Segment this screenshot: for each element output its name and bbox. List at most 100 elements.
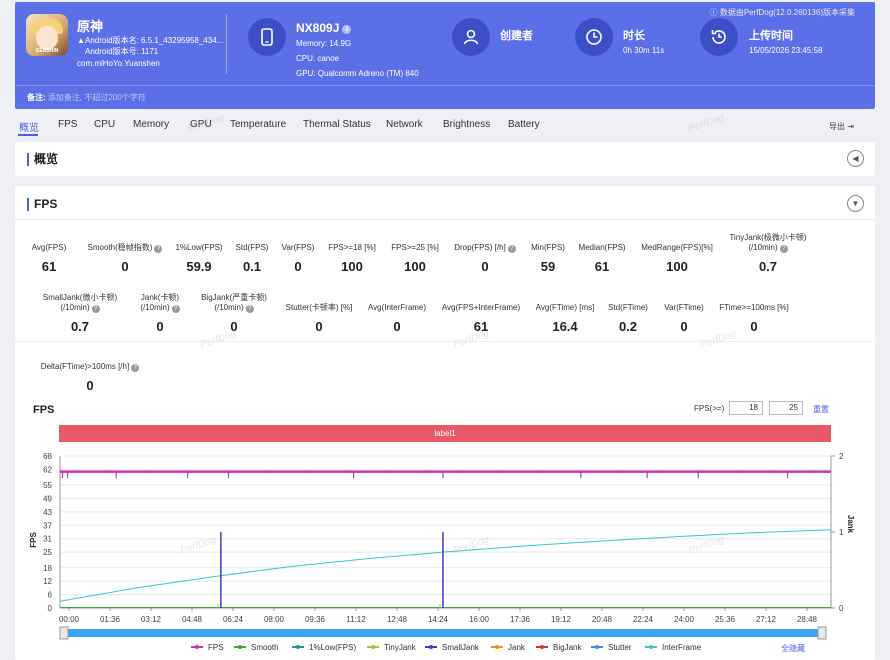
legend-item[interactable]: Jank	[491, 643, 525, 652]
legend-label: Smooth	[251, 643, 279, 652]
legend-item[interactable]: Stutter	[591, 643, 632, 652]
metric-value: 0	[315, 319, 323, 334]
legend-item[interactable]: SmallJank	[425, 643, 479, 652]
metric-value: 100	[341, 259, 363, 274]
tab-thermal-status[interactable]: Thermal Status	[303, 119, 371, 130]
tab-cpu[interactable]: CPU	[94, 119, 116, 130]
metric-value: 59	[540, 259, 556, 274]
device-memory: Memory: 14.9G	[296, 39, 352, 48]
creator-label: 创建者	[500, 30, 533, 42]
legend-item[interactable]: TinyJank	[367, 643, 416, 652]
metric-label: MedRange(FPS)[%]	[641, 243, 713, 252]
history-icon	[700, 18, 738, 56]
tab-brightness[interactable]: Brightness	[443, 119, 491, 130]
collapse-overview-icon[interactable]: ◀	[847, 150, 864, 167]
metric-value: 100	[404, 259, 426, 274]
metric-item: MedRange(FPS)[%] 100	[617, 243, 737, 274]
legend-swatch	[536, 645, 548, 649]
session-header: GENSHIN 原神 ▲Android版本名: 6.5.1_43295958_4…	[15, 2, 875, 109]
legend-item[interactable]: InterFrame	[645, 643, 701, 652]
tab-gpu[interactable]: GPU	[190, 119, 212, 130]
metric-label: BigJank(严重卡顿)	[201, 293, 267, 302]
device-gpu: GPU: Qualcomm Adreno (TM) 840	[296, 69, 419, 78]
metric-label-unit: (/10min)?	[708, 243, 828, 253]
metric-item: Avg(FTime) [ms] 16.4	[505, 303, 625, 334]
metric-value: 0.2	[618, 319, 638, 334]
export-button[interactable]: 导出 ⇥	[829, 122, 854, 131]
metric-value: 0	[393, 319, 401, 334]
metric-label: FPS>=18 [%]	[328, 243, 376, 252]
help-icon[interactable]: ?	[171, 305, 180, 313]
metric-label-unit: (/10min)?	[20, 303, 140, 313]
phone-icon	[248, 18, 286, 56]
fps-section-title: FPS	[27, 198, 57, 211]
metric-value: 0	[481, 259, 489, 274]
help-icon[interactable]: ?	[507, 245, 516, 253]
tab-overview[interactable]: 概览	[19, 123, 39, 134]
note-bar[interactable]: 备注: 添加备注, 不超过200个字符	[15, 85, 875, 109]
metric-value: 61	[594, 259, 610, 274]
label-bar[interactable]: label1	[59, 425, 831, 442]
help-icon[interactable]: ?	[245, 305, 254, 313]
tab-battery[interactable]: Battery	[508, 119, 540, 130]
info-icon[interactable]: i	[342, 25, 352, 34]
metric-value: 61	[473, 319, 489, 334]
metric-item: Var(FTime) 0	[624, 303, 744, 334]
metric-item: Delta(FTime)>100ms [/h]? 0	[30, 362, 150, 393]
tab-temperature[interactable]: Temperature	[230, 119, 287, 130]
fps-threshold-input-2[interactable]: 25	[769, 401, 803, 415]
device-name: NX809J i	[296, 21, 352, 35]
legend-swatch	[491, 645, 503, 649]
metric-item: Avg(InterFrame) 0	[337, 303, 457, 334]
metric-value: 0.7	[758, 259, 778, 274]
collapse-fps-icon[interactable]: ▼	[847, 195, 864, 212]
metric-label: Avg(FPS)	[31, 243, 67, 252]
metric-item: Min(FPS) 59	[488, 243, 608, 274]
legend-swatch	[292, 645, 304, 649]
metric-item: 1%Low(FPS) 59.9	[139, 243, 259, 274]
metric-value: 0	[156, 319, 164, 334]
help-icon[interactable]: ?	[154, 245, 163, 253]
metric-item: BigJank(严重卡顿) (/10min)? 0	[174, 293, 294, 334]
legend-swatch	[591, 645, 603, 649]
duration-value: 0h 30m 11s	[623, 46, 665, 55]
metric-item: Var(FPS) 0	[238, 243, 358, 274]
app-name: 原神	[77, 19, 104, 34]
fps-threshold-input-1[interactable]: 18	[729, 401, 763, 415]
legend-item[interactable]: 1%Low(FPS)	[292, 643, 356, 652]
help-icon[interactable]: ?	[91, 305, 100, 313]
metric-label: Drop(FPS) [/h]?	[425, 243, 545, 253]
metric-label: TinyJank(极微小卡顿)	[729, 233, 807, 242]
legend-swatch	[191, 645, 203, 649]
metric-value: 0	[121, 259, 129, 274]
metric-label: Var(FTime)	[664, 303, 704, 312]
metric-value: 0.1	[242, 259, 262, 274]
tab-memory[interactable]: Memory	[133, 119, 170, 130]
device-cpu: CPU: canoe	[296, 54, 340, 63]
metric-value: 59.9	[186, 259, 212, 274]
metric-label: Std(FTime)	[608, 303, 648, 312]
legend-item[interactable]: FPS	[191, 643, 224, 652]
upload-time-value: 15/05/2026 23:45:58	[749, 46, 823, 55]
divider	[15, 219, 875, 220]
legend-item[interactable]: Smooth	[234, 643, 279, 652]
tab-fps[interactable]: FPS	[58, 119, 78, 130]
note-input[interactable]: 添加备注, 不超过200个字符	[47, 93, 146, 102]
legend-label: InterFrame	[662, 643, 702, 652]
metric-tabs: 概览 FPS CPU Memory GPU Temperature Therma…	[0, 114, 890, 136]
help-icon[interactable]: ?	[131, 364, 140, 372]
reset-button[interactable]: 重置	[813, 405, 829, 414]
metric-label: Stutter(卡顿率) [%]	[285, 303, 353, 312]
help-icon[interactable]: ?	[779, 245, 788, 253]
hide-all-button[interactable]: 全隐藏	[781, 644, 805, 653]
user-icon	[452, 18, 490, 56]
legend-item[interactable]: BigJank	[536, 643, 581, 652]
metric-item: Std(FTime) 0.2	[568, 303, 688, 334]
metric-label: Delta(FTime)>100ms [/h]?	[30, 362, 150, 372]
legend-label: SmallJank	[442, 643, 479, 652]
metric-item: Drop(FPS) [/h]? 0	[425, 243, 545, 274]
tab-network[interactable]: Network	[386, 119, 423, 130]
divider	[15, 341, 875, 342]
overview-title: 概览	[27, 153, 58, 166]
metric-item: Median(FPS) 61	[542, 243, 662, 274]
